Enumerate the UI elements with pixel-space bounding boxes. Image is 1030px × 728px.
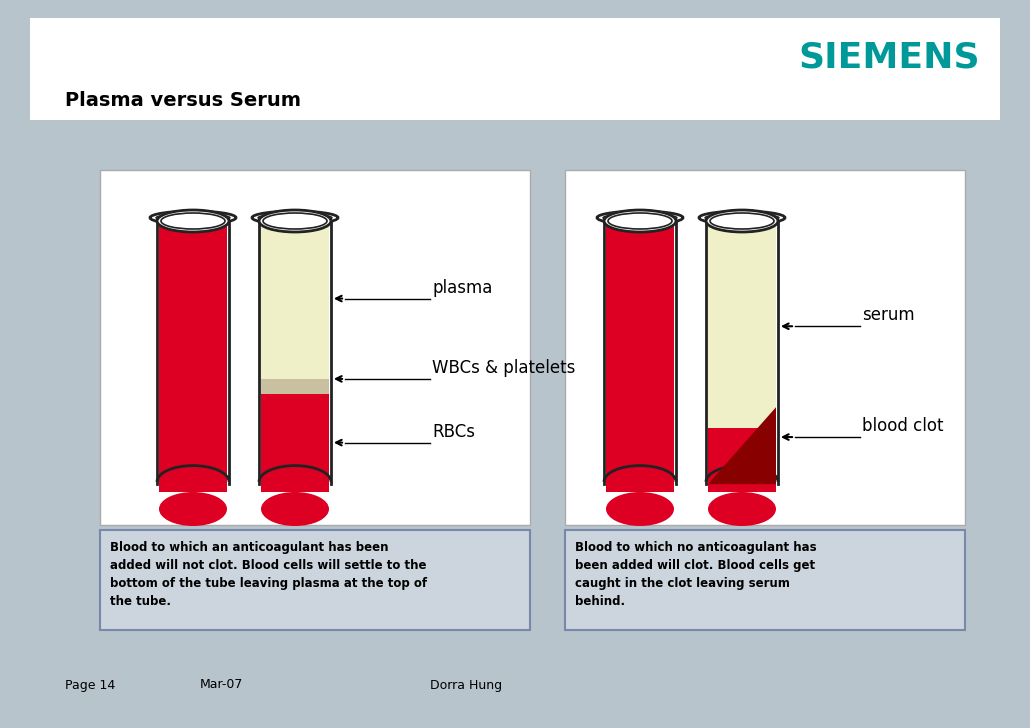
Text: Blood to which an anticoagulant has been
added will not clot. Blood cells will s: Blood to which an anticoagulant has been… [110, 541, 427, 608]
Bar [100, 170, 530, 525]
Text: plasma: plasma [432, 279, 492, 296]
Ellipse shape [159, 492, 227, 526]
Ellipse shape [597, 211, 683, 224]
Text: blood clot: blood clot [862, 417, 943, 435]
Text: Mar-07: Mar-07 [200, 678, 243, 692]
Ellipse shape [606, 492, 674, 526]
Bar [30, 120, 1000, 710]
Bar [606, 221, 674, 492]
Text: WBCs & platelets: WBCs & platelets [432, 359, 576, 377]
Bar [565, 530, 965, 630]
Ellipse shape [708, 492, 776, 526]
Bar [261, 394, 329, 492]
Ellipse shape [706, 210, 778, 232]
Bar [159, 221, 227, 492]
Text: Plasma versus Serum: Plasma versus Serum [65, 90, 301, 109]
Polygon shape [708, 407, 776, 484]
Text: serum: serum [862, 306, 915, 324]
Bar [30, 18, 1000, 120]
Bar [708, 221, 776, 428]
Bar [708, 428, 776, 492]
Text: RBCs: RBCs [432, 422, 475, 440]
Bar [261, 379, 329, 394]
Ellipse shape [157, 210, 229, 232]
Ellipse shape [261, 492, 329, 526]
Bar [100, 530, 530, 630]
Bar [261, 221, 329, 379]
Text: Page 14: Page 14 [65, 678, 115, 692]
Ellipse shape [252, 211, 338, 224]
Text: SIEMENS: SIEMENS [798, 41, 980, 75]
Ellipse shape [259, 210, 331, 232]
Ellipse shape [150, 211, 236, 224]
Ellipse shape [604, 210, 676, 232]
Ellipse shape [699, 211, 785, 224]
Bar [565, 170, 965, 525]
Text: Blood to which no anticoagulant has
been added will clot. Blood cells get
caught: Blood to which no anticoagulant has been… [575, 541, 817, 608]
Text: Dorra Hung: Dorra Hung [430, 678, 503, 692]
